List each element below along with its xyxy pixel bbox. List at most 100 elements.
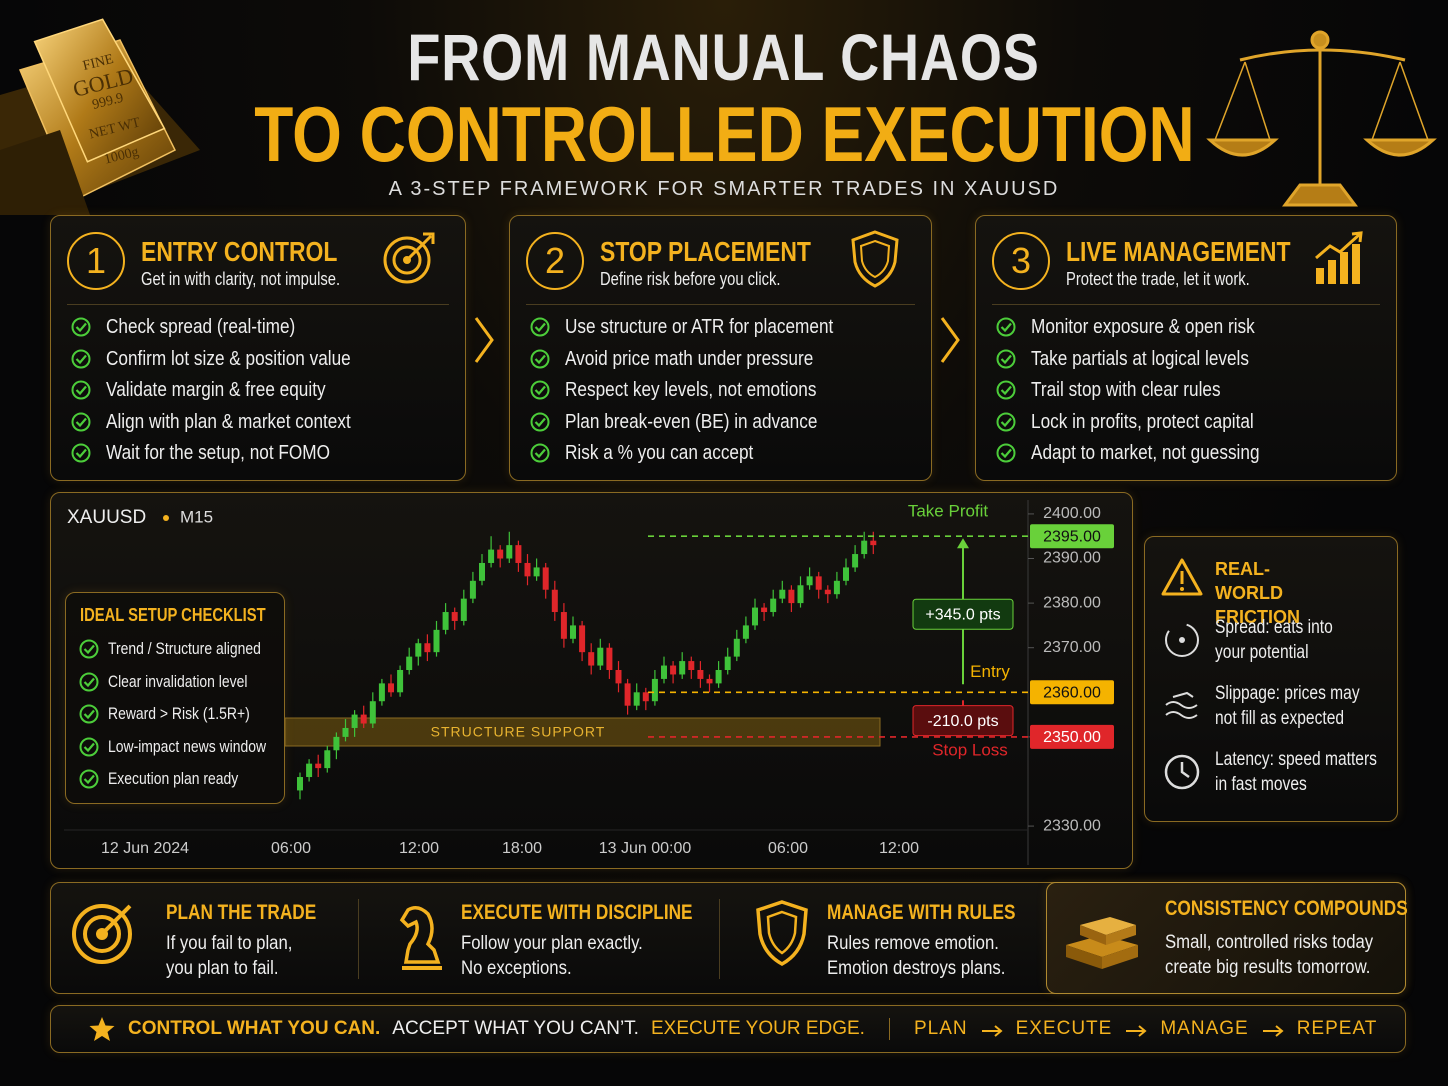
icon-part <box>1126 1025 1147 1037</box>
icon-part <box>530 349 550 368</box>
icon-part <box>1106 925 1136 945</box>
principle-text: Follow your plan exactly. <box>461 933 643 954</box>
check-icon <box>79 639 99 664</box>
icon-part <box>79 769 99 789</box>
candle-body <box>369 701 376 724</box>
chevrons <box>474 317 960 363</box>
step-card: 1 ENTRY CONTROL Get in with clarity, not i… <box>50 215 466 481</box>
step-item: Plan break-even (BE) in advance <box>565 410 818 433</box>
icon-part <box>530 412 550 431</box>
timeframe: M15 <box>180 507 213 526</box>
candle-body <box>360 714 367 724</box>
candle-body <box>424 643 431 653</box>
divider <box>358 899 359 979</box>
icon-part <box>83 915 121 953</box>
candle-body <box>315 763 322 769</box>
cycle-arrow <box>1124 1022 1148 1037</box>
icon-part <box>72 904 132 964</box>
principle-icon <box>388 898 460 983</box>
candle-body <box>797 585 804 604</box>
candle-body <box>642 692 649 702</box>
checklist-item: Reward > Risk (1.5R+) <box>108 704 250 723</box>
friction-text: your potential <box>1215 642 1309 663</box>
icon-part <box>405 234 433 262</box>
friction-icon <box>1163 621 1201 664</box>
icon-part <box>1080 925 1106 945</box>
footer-row: CONTROL WHAT YOU CAN. ACCEPT WHAT YOU CAN… <box>88 1005 1377 1053</box>
icon-part <box>79 639 99 659</box>
icon-part <box>1000 385 1012 396</box>
step-item: Confirm lot size & position value <box>106 347 351 370</box>
friction-text: Latency: speed matters <box>1215 749 1377 770</box>
icon-part <box>1066 917 1138 969</box>
icon-part <box>71 380 91 400</box>
candle-body <box>579 625 586 653</box>
candle-body <box>406 656 413 670</box>
candle-body <box>442 612 449 630</box>
step-item: Check spread (real-time) <box>106 316 296 338</box>
icon-part <box>1138 1025 1147 1037</box>
title-text: FROM MANUAL CHAOS <box>407 20 1041 94</box>
icon-part <box>1165 623 1199 657</box>
check-icon <box>530 317 550 342</box>
icon-part <box>530 380 550 400</box>
icon-part <box>1180 762 1190 779</box>
icon-part <box>534 385 546 396</box>
principle-text: you plan to fail. <box>166 958 279 979</box>
icon-part <box>1102 945 1138 969</box>
candle-body <box>788 589 795 604</box>
cycle-step: EXECUTE <box>1015 1018 1113 1039</box>
cycle-step: MANAGE <box>1160 1018 1249 1039</box>
title-line-2: TO CONTROLLED EXECUTION <box>0 92 1448 176</box>
principle-title: CONSISTENCY COMPOUNDS <box>1165 897 1408 920</box>
level-tag-label: 2360.00 <box>1043 685 1101 702</box>
icon-part <box>71 412 91 431</box>
friction-text: in fast moves <box>1215 774 1307 795</box>
separator <box>888 1018 890 1040</box>
icon-part <box>534 417 546 427</box>
step-item: Take partials at logical levels <box>1031 347 1249 370</box>
candle-body <box>770 598 777 613</box>
candle-body <box>570 625 576 639</box>
principle-text: Small, controlled risks today <box>1165 932 1374 953</box>
candle-body <box>551 589 558 613</box>
checklist-panel: IDEAL SETUP CHECKLIST Trend / Structure a… <box>65 592 285 804</box>
icon-part <box>1000 354 1012 364</box>
icon-part <box>71 412 91 431</box>
icon-part <box>1371 61 1401 141</box>
candle-body <box>378 683 385 702</box>
y-tick-label: 2330.00 <box>1043 817 1101 834</box>
step-item: Avoid price math under pressure <box>565 347 814 370</box>
icon-part <box>75 417 87 427</box>
icon-part <box>1328 260 1336 284</box>
pts-badge <box>912 598 1014 630</box>
cycle-step: PLAN <box>913 1018 968 1039</box>
candle-body <box>824 589 831 595</box>
step-item: Align with plan & market context <box>106 410 351 433</box>
step-title: LIVE MANAGEMENT <box>1066 236 1291 267</box>
candle-body <box>761 607 768 613</box>
candle-body <box>451 612 458 621</box>
star-icon <box>88 1015 116 1043</box>
icon-part <box>996 349 1016 368</box>
candle-body <box>351 714 358 728</box>
candle-body <box>870 540 877 546</box>
principle-title: EXECUTE WITH DISCIPLINE <box>461 901 693 924</box>
icon-part <box>75 322 87 333</box>
icon-part <box>75 448 87 459</box>
icon-part <box>996 380 1016 400</box>
icon-part <box>981 1025 1003 1037</box>
candle-body <box>497 549 504 559</box>
icon-part <box>71 443 91 463</box>
icon-part <box>534 448 546 459</box>
icon-part <box>530 380 550 400</box>
step-subtitle: Protect the trade, let it work. <box>1066 269 1250 289</box>
cycle-arrow <box>980 1022 1004 1037</box>
checklist-item: Trend / Structure aligned <box>108 639 261 658</box>
icon-part <box>1165 623 1199 657</box>
principle-icon <box>1060 895 1144 980</box>
icon-part <box>534 354 546 364</box>
candle-body <box>460 598 467 621</box>
